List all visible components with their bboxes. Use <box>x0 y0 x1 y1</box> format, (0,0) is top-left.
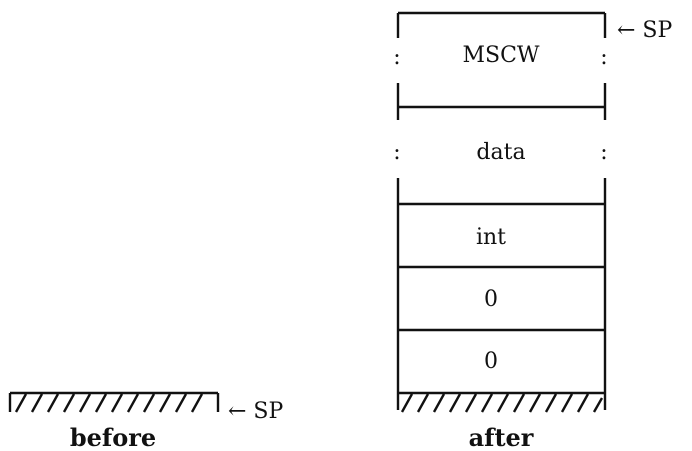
before-floor-hatching <box>14 393 204 413</box>
after-cell-int: int <box>476 225 506 250</box>
after-sp-pointer: ← SP <box>617 18 672 43</box>
colon-left-1: : <box>393 45 400 70</box>
colon-right-1: : <box>600 45 607 70</box>
colon-left-2: : <box>393 140 400 165</box>
after-caption: after <box>469 423 534 451</box>
after-cell-mscw: MSCW <box>462 43 539 68</box>
before-sp-pointer: ← SP <box>228 399 283 424</box>
colon-right-2: : <box>600 140 607 165</box>
after-cell-data: data <box>476 140 525 165</box>
after-stack: MSCW : : data : : int 0 0 ← SP after <box>393 11 672 451</box>
after-floor-hatching <box>400 393 604 413</box>
before-caption: before <box>70 423 156 451</box>
after-cell-zero-2: 0 <box>484 349 498 374</box>
before-stack: ← SP before <box>8 391 283 451</box>
after-cell-zero-1: 0 <box>484 287 498 312</box>
